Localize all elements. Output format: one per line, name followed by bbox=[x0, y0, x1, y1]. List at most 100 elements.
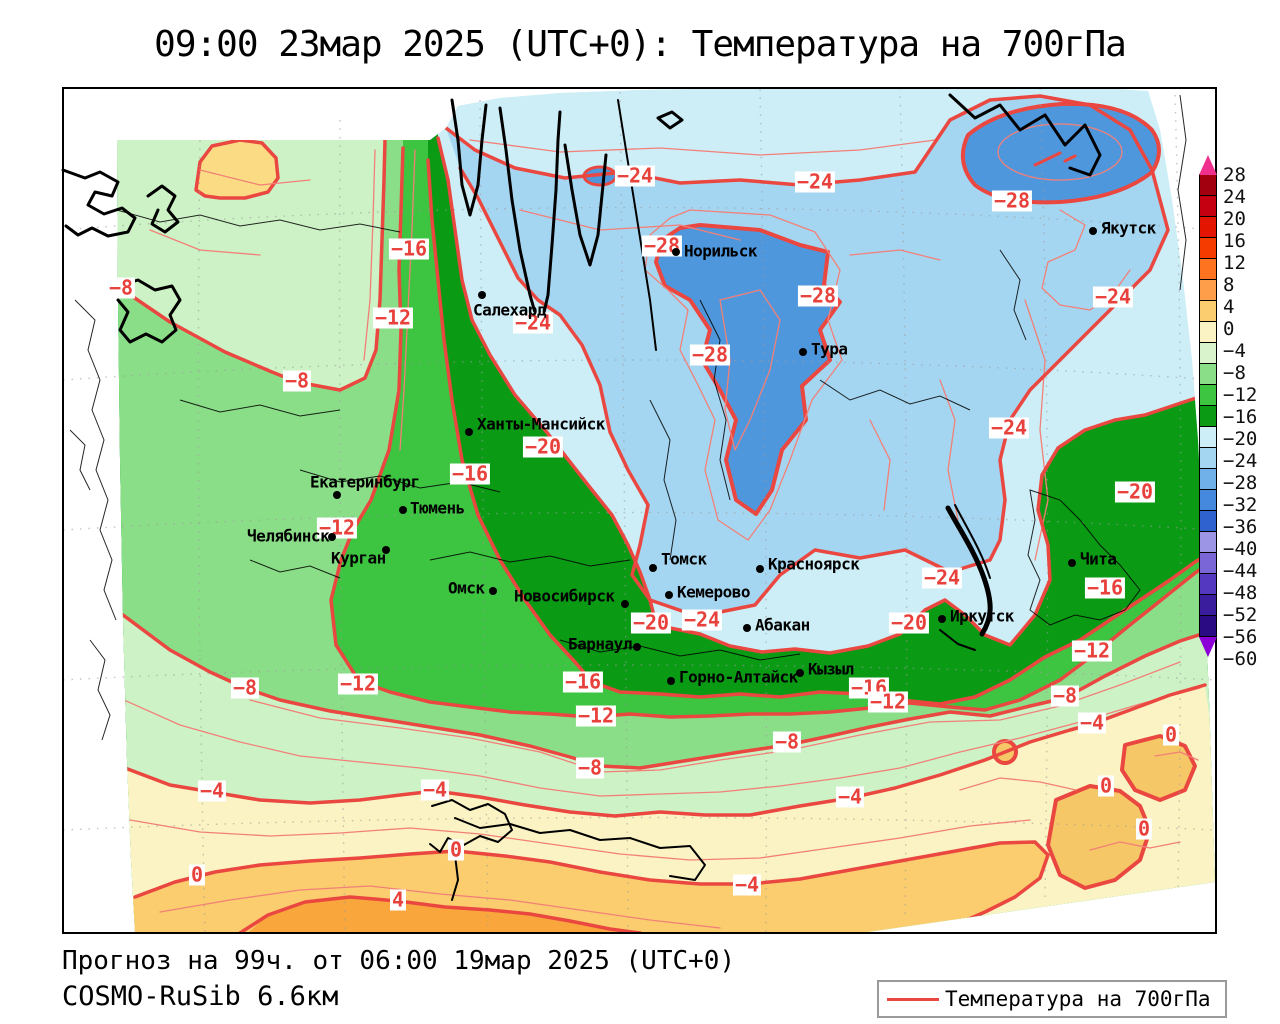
temperature-field bbox=[117, 87, 1215, 933]
model-info-line: COSMO-RuSib 6.6км bbox=[62, 981, 339, 1012]
colorbar-tick-label: −52 bbox=[1223, 604, 1258, 626]
admin-borders bbox=[69, 94, 1187, 741]
contour-label: −20 bbox=[888, 610, 930, 635]
contour-label: −28 bbox=[689, 342, 731, 367]
colorbar-cell bbox=[1199, 237, 1217, 259]
colorbar-cell bbox=[1199, 468, 1217, 490]
colorbar-tick-label: 0 bbox=[1223, 318, 1235, 340]
city-dot bbox=[382, 546, 390, 554]
colorbar-cell bbox=[1199, 447, 1217, 469]
contour-label: −4 bbox=[732, 872, 762, 897]
city-dot bbox=[465, 428, 473, 436]
contour-label: −12 bbox=[337, 671, 379, 696]
colorbar-cell bbox=[1199, 195, 1217, 217]
city-label: Барнаул bbox=[568, 634, 632, 654]
city-dot bbox=[799, 348, 807, 356]
colorbar-over-triangle bbox=[1199, 155, 1217, 175]
graticule bbox=[62, 87, 1217, 934]
colorbar-tick-label: −28 bbox=[1223, 472, 1258, 494]
colorbar-cell bbox=[1199, 531, 1217, 553]
city-label: Томск bbox=[661, 549, 707, 569]
colorbar-tick-label: −48 bbox=[1223, 582, 1258, 604]
legend-line-swatch bbox=[887, 997, 939, 1001]
contour-label: −12 bbox=[575, 703, 617, 728]
colorbar-tick-label: −36 bbox=[1223, 516, 1258, 538]
city-label: Кемерово bbox=[677, 582, 751, 602]
colorbar-tick-label: −20 bbox=[1223, 428, 1258, 450]
city-dot bbox=[333, 491, 341, 499]
contour-label: −8 bbox=[106, 275, 136, 300]
city-dot bbox=[478, 291, 486, 299]
colorbar-cell bbox=[1199, 279, 1217, 301]
contour-label: −16 bbox=[388, 236, 430, 261]
colorbar-tick-label: 28 bbox=[1223, 164, 1246, 186]
contour-label: −16 bbox=[1084, 575, 1126, 600]
city-label: Челябинск bbox=[247, 526, 330, 546]
city-label: Салехард bbox=[473, 300, 547, 320]
city-dot bbox=[633, 643, 641, 651]
city-label: Абакан bbox=[755, 615, 810, 635]
contour-label: −4 bbox=[197, 778, 227, 803]
city-label: Тюмень bbox=[410, 498, 465, 518]
contour-label: −28 bbox=[797, 283, 839, 308]
colorbar-tick-label: 8 bbox=[1223, 274, 1235, 296]
colorbar-cell bbox=[1199, 552, 1217, 574]
region-blue-pocket-tura bbox=[654, 223, 842, 516]
city-label: Тура bbox=[811, 339, 848, 359]
contour-label: −12 bbox=[316, 515, 358, 540]
city-label: Екатеринбург bbox=[310, 472, 420, 492]
contour-label: −20 bbox=[630, 610, 672, 635]
city-dot bbox=[796, 669, 804, 677]
colorbar bbox=[1199, 155, 1217, 657]
colorbar-cell bbox=[1199, 426, 1217, 448]
city-dot bbox=[621, 600, 629, 608]
colorbar-cell bbox=[1199, 300, 1217, 322]
legend-label: Температура на 700гПа bbox=[945, 987, 1211, 1011]
contour-label: −4 bbox=[1077, 710, 1107, 735]
colorbar-under-triangle bbox=[1199, 637, 1217, 657]
colorbar-tick-label: 20 bbox=[1223, 208, 1246, 230]
region-orange bbox=[240, 897, 640, 933]
city-dot bbox=[489, 587, 497, 595]
colorbar-tick-label: −44 bbox=[1223, 560, 1258, 582]
city-dot bbox=[667, 677, 675, 685]
colorbar-cell bbox=[1199, 615, 1217, 637]
colorbar-tick-label: 4 bbox=[1223, 296, 1235, 318]
forecast-info-line: Прогноз на 99ч. от 06:00 19мар 2025 (UTC… bbox=[62, 946, 736, 976]
contour-label: −24 bbox=[921, 565, 963, 590]
colorbar-tick-label: 16 bbox=[1223, 230, 1246, 252]
city-dot bbox=[328, 533, 336, 541]
colorbar-tick-label: −24 bbox=[1223, 450, 1258, 472]
city-label: Чита bbox=[1080, 549, 1117, 569]
region-pale-green bbox=[117, 100, 1215, 933]
contour-label: −24 bbox=[1092, 284, 1134, 309]
colorbar-cell bbox=[1199, 405, 1217, 427]
contour-label: −8 bbox=[575, 755, 605, 780]
contour-label: −4 bbox=[420, 777, 450, 802]
city-label: Омск bbox=[448, 578, 485, 598]
contour-label: −12 bbox=[867, 689, 909, 714]
city-dot bbox=[938, 615, 946, 623]
city-label: Ханты-Мансийск bbox=[477, 414, 605, 434]
city-dot bbox=[743, 624, 751, 632]
colorbar-tick-label: 12 bbox=[1223, 252, 1246, 274]
colorbar-tick-label: −60 bbox=[1223, 648, 1258, 670]
city-label: Кызыл bbox=[808, 659, 854, 679]
contour-label: −16 bbox=[449, 461, 491, 486]
colorbar-tick-label: −56 bbox=[1223, 626, 1258, 648]
city-label: Красноярск bbox=[768, 554, 860, 574]
region-yellow-patch bbox=[194, 138, 280, 200]
contour-label: −8 bbox=[282, 368, 312, 393]
contour-label: −8 bbox=[772, 729, 802, 754]
page-title: 09:00 23мар 2025 (UTC+0): Температура на… bbox=[154, 24, 1127, 65]
colorbar-tick-label: 24 bbox=[1223, 186, 1246, 208]
colorbar-cell bbox=[1199, 510, 1217, 532]
contour-label: −8 bbox=[1050, 683, 1080, 708]
colorbar-tick-label: −12 bbox=[1223, 384, 1258, 406]
colorbar-cell bbox=[1199, 321, 1217, 343]
colorbar-cell bbox=[1199, 363, 1217, 385]
city-dot bbox=[1068, 559, 1076, 567]
city-dot bbox=[672, 248, 680, 256]
colorbar-tick-label: −8 bbox=[1223, 362, 1246, 384]
